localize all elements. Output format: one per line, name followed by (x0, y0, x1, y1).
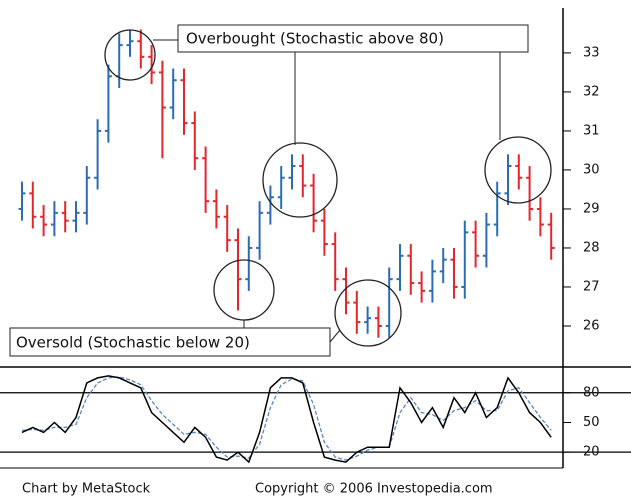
callout-line (329, 329, 341, 343)
annotation-box (177, 24, 529, 53)
annotation: Oversold (Stochastic below 20) (16, 334, 250, 352)
circle (104, 29, 156, 81)
annotation: Overbought (Stochastic above 80) (186, 30, 444, 48)
y-tick-label: 32 (583, 84, 600, 99)
y-tick-label: 28 (583, 240, 600, 255)
circle (484, 136, 552, 204)
y-tick-label: 33 (583, 45, 600, 60)
y-tick-label: 26 (583, 318, 600, 333)
y-tick-label: 29 (583, 201, 600, 216)
footer-left: Chart by MetaStock (22, 482, 151, 497)
y-tick-label: 31 (583, 123, 600, 138)
y-tick-label: 80 (583, 385, 600, 400)
stochastic-line (21, 376, 552, 461)
y-tick-label: 30 (583, 162, 600, 177)
marks (0, 29, 631, 464)
circle (334, 279, 402, 347)
circle (262, 142, 338, 218)
stochastic-line (21, 375, 552, 464)
footer-right: Copyright © 2006 Investopedia.com (255, 482, 493, 497)
y-tick-label: 50 (583, 415, 600, 430)
y-tick-label: 20 (583, 445, 600, 460)
y-tick-label: 27 (583, 279, 600, 294)
annotation-box (9, 327, 331, 357)
